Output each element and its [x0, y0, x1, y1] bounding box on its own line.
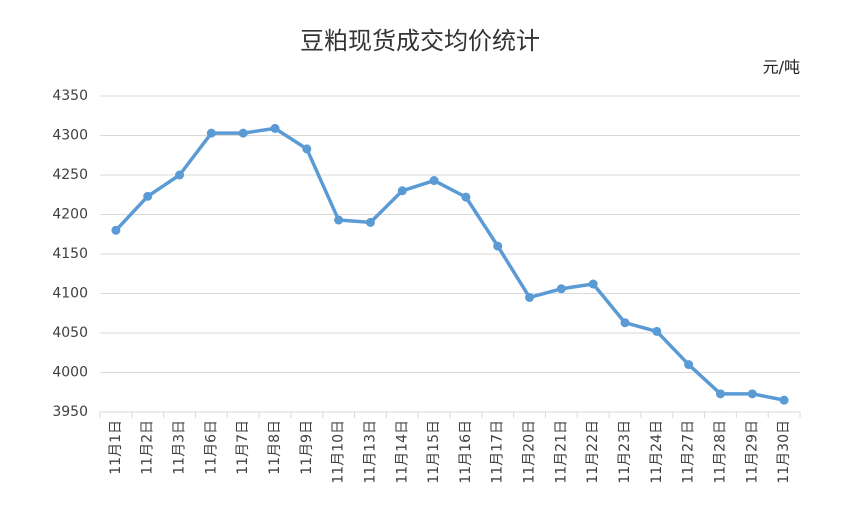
point [111, 225, 121, 235]
x-tick-label: 11月14日 [394, 420, 410, 484]
x-tick-label: 11月3日 [172, 420, 188, 475]
y-tick-label: 4250 [52, 167, 88, 183]
y-tick-label: 4000 [52, 365, 88, 381]
x-tick-label: 11月30日 [776, 420, 792, 484]
point [397, 186, 407, 196]
y-tick-label: 4100 [52, 286, 88, 302]
point [715, 389, 725, 399]
x-tick-label: 11月13日 [362, 420, 378, 484]
line [114, 126, 785, 402]
y-tick-label: 4300 [52, 128, 88, 144]
y-tick-label: 4350 [52, 88, 88, 104]
point [525, 292, 535, 302]
y-tick-label: 3950 [52, 404, 88, 420]
point [461, 192, 471, 202]
point [175, 170, 185, 180]
x-tick-label: 11月1日 [108, 420, 124, 475]
x-tick-label: 11月7日 [235, 420, 251, 475]
point [334, 215, 344, 225]
point [143, 191, 153, 201]
x-tick-label: 11月27日 [681, 420, 697, 484]
x-tick-label: 11月23日 [617, 420, 633, 484]
y-tick-label: 4200 [52, 207, 88, 223]
x-tick-label: 11月6日 [203, 420, 219, 475]
unit-label: 元/吨 [763, 58, 800, 77]
point [270, 123, 280, 133]
y-tick-label: 4150 [52, 246, 88, 262]
y-tick-label: 4050 [52, 325, 88, 341]
point [429, 176, 439, 186]
point [652, 326, 662, 336]
point [779, 395, 789, 405]
chart-title: 豆粕现货成交均价统计 [300, 27, 540, 55]
x-tick-label: 11月24日 [649, 420, 665, 484]
x-tick-label: 11月10日 [331, 420, 347, 484]
point [747, 389, 757, 399]
x-tick-label: 11月21日 [553, 420, 569, 484]
point [302, 144, 312, 154]
point [620, 318, 630, 328]
point [238, 128, 248, 138]
x-tick-label: 11月20日 [522, 420, 538, 484]
x-tick-label: 11月8日 [267, 420, 283, 475]
x-tick-label: 11月16日 [458, 420, 474, 484]
x-tick-label: 11月2日 [140, 420, 156, 475]
x-tick-label: 11月22日 [585, 420, 601, 484]
x-tick-label: 11月15日 [426, 420, 442, 484]
point [684, 360, 694, 370]
point [493, 241, 503, 251]
x-tick-label: 11月9日 [299, 420, 315, 475]
x-tick-label: 11月28日 [712, 420, 728, 484]
point [365, 217, 375, 227]
x-tick-label: 11月29日 [744, 420, 760, 484]
x-tick-label: 11月17日 [490, 420, 506, 484]
point [588, 279, 598, 289]
point [556, 284, 566, 294]
point [206, 128, 216, 138]
